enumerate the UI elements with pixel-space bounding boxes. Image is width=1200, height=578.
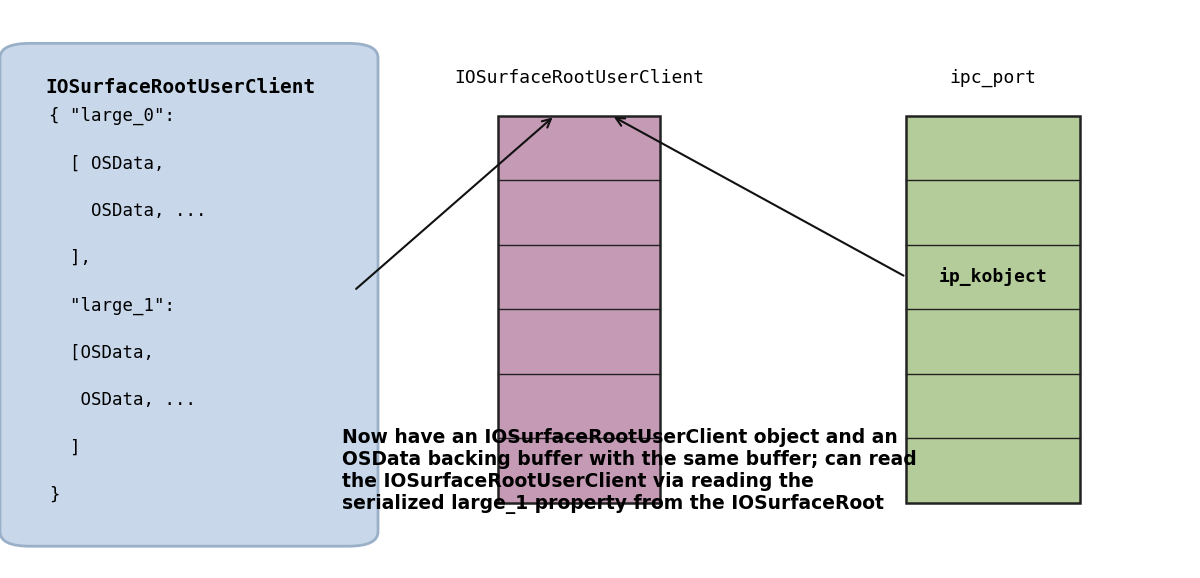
FancyBboxPatch shape [0,43,378,546]
Bar [906,116,1080,503]
Text: ],: ], [49,249,91,267]
Text: [OSData,: [OSData, [49,344,154,362]
Text: IOSurfaceRootUserClient: IOSurfaceRootUserClient [454,69,704,87]
Text: "large_1":: "large_1": [49,297,175,315]
Text: }: } [49,486,60,504]
Text: OSData, ...: OSData, ... [49,202,206,220]
Bar [498,116,660,503]
Text: IOSurfaceRootUserClient: IOSurfaceRootUserClient [46,78,316,97]
Text: { "large_0":: { "large_0": [49,107,175,125]
Text: [ OSData,: [ OSData, [49,154,164,172]
Text: ipc_port: ipc_port [949,68,1037,87]
Text: ip_kobject: ip_kobject [938,268,1048,287]
Text: Now have an IOSurfaceRootUserClient object and an
OSData backing buffer with the: Now have an IOSurfaceRootUserClient obje… [342,428,917,514]
Text: OSData, ...: OSData, ... [49,391,197,409]
Text: ]: ] [49,439,80,457]
